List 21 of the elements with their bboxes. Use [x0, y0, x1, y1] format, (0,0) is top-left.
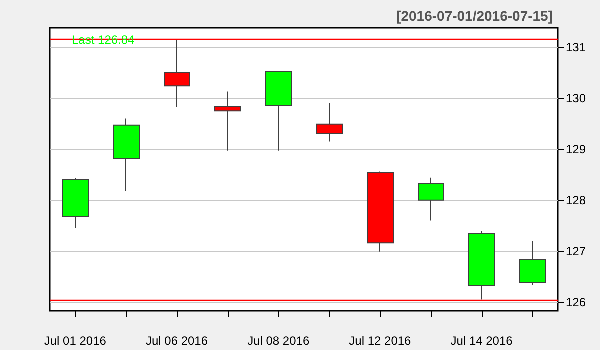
x-tick-label: Jul 06 2016: [146, 334, 208, 348]
candlestick: [519, 240, 546, 286]
candlestick: [468, 230, 495, 300]
candlestick: [62, 178, 89, 229]
candlestick: [265, 71, 292, 152]
y-tick-label: 128: [566, 193, 586, 208]
y-tick-label: 130: [566, 91, 586, 106]
candlestick: [418, 177, 444, 222]
x-tick-label: Jul 08 2016: [248, 334, 310, 348]
y-tick-label: 129: [566, 142, 586, 156]
y-tick-label: 127: [566, 244, 586, 258]
candlestick: [316, 102, 343, 142]
y-tick-label: 126: [566, 295, 586, 310]
x-tick-label: Jul 14 2016: [450, 334, 514, 348]
candlestick: [214, 91, 241, 152]
candlestick: [367, 171, 394, 252]
chart-title: [2016-07-01/2016-07-15]: [396, 8, 554, 24]
x-tick-label: Jul 01 2016: [44, 334, 107, 348]
y-tick-label: 131: [566, 40, 586, 54]
x-tick-label: Jul 12 2016: [349, 334, 412, 348]
candlestick: [113, 118, 140, 192]
